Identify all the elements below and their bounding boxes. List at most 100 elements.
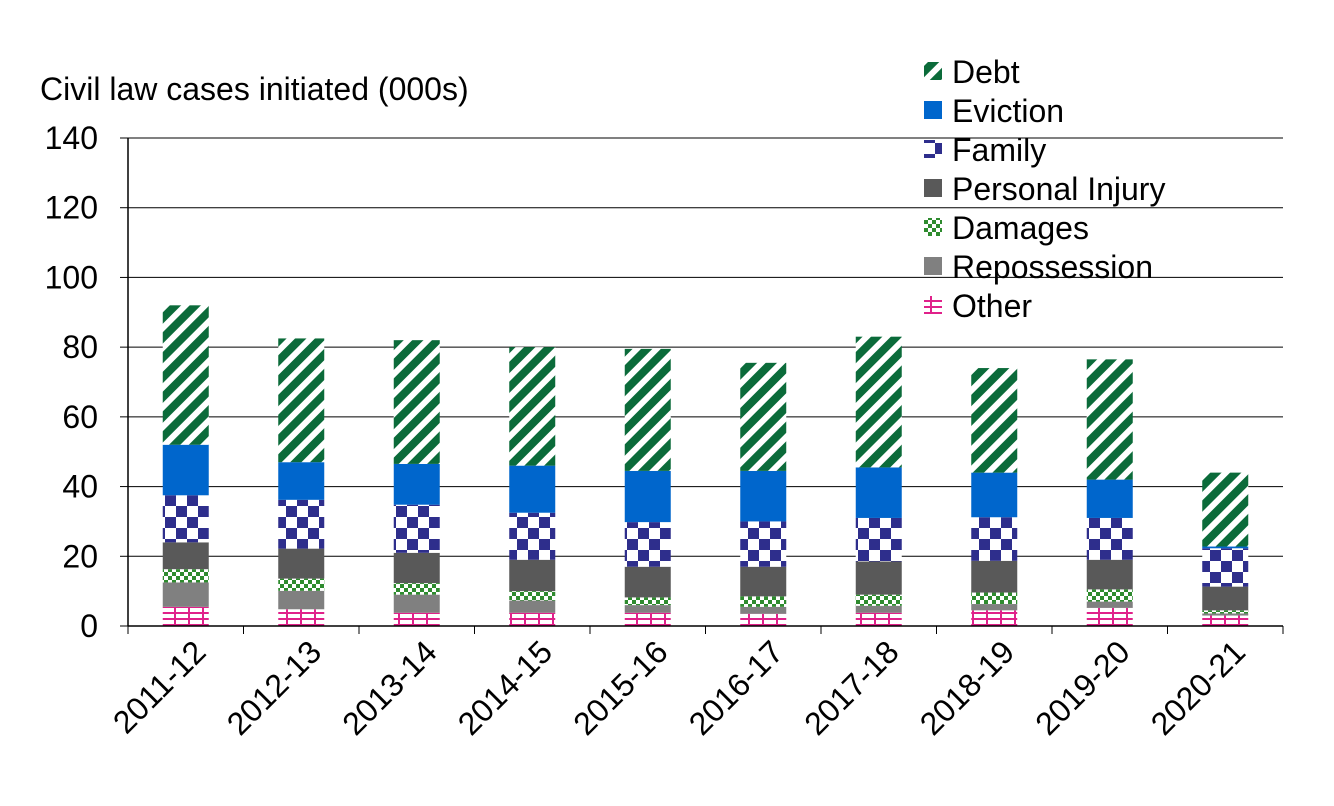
y-axis-title: Civil law cases initiated (000s) — [40, 71, 469, 107]
bar-repossession — [971, 604, 1018, 611]
bar-eviction — [1086, 479, 1133, 518]
bar-damages — [1086, 589, 1133, 602]
bar-debt — [278, 338, 325, 463]
x-tick-label: 2012-13 — [220, 633, 328, 741]
legend-label-family: Family — [952, 132, 1046, 168]
bar-family — [855, 517, 902, 562]
bar-damages — [278, 578, 325, 591]
y-tick-label: 60 — [62, 399, 98, 435]
bar-debt — [740, 362, 787, 471]
x-tick-label: 2018-19 — [913, 633, 1021, 741]
bar-debt — [162, 305, 209, 445]
y-axis-ticks: 0 20 40 60 80 100 120 140 — [45, 120, 128, 644]
bar-debt — [1086, 359, 1133, 480]
x-tick-label: 2014-15 — [451, 633, 559, 741]
bar-damages — [624, 597, 671, 606]
bar-other — [1202, 615, 1249, 626]
bar-damages — [509, 591, 556, 601]
bar-debt — [624, 348, 671, 471]
bar-other — [162, 606, 209, 626]
bar-repossession — [162, 582, 209, 607]
bar-debt — [855, 336, 902, 468]
bar-other — [855, 612, 902, 626]
bar-personal-injury — [509, 559, 556, 592]
bar-personal-injury — [740, 566, 787, 597]
y-tick-label: 20 — [62, 538, 98, 574]
bar-other — [624, 612, 671, 626]
y-tick-label: 0 — [80, 608, 98, 644]
legend-label-damages: Damages — [952, 210, 1089, 246]
legend-swatch-family — [924, 140, 942, 158]
legend-label-other: Other — [952, 288, 1032, 324]
bar-damages — [393, 583, 440, 595]
x-axis-ticks: 2011-12 2012-13 2013-14 2014-15 2015-16 2016-… — [106, 626, 1284, 742]
bar-debt — [1202, 472, 1249, 547]
bar-family — [509, 512, 556, 560]
bar-family — [740, 521, 787, 567]
bar-eviction — [509, 465, 556, 513]
bar-damages — [740, 596, 787, 607]
x-tick-label: 2019-20 — [1028, 633, 1136, 741]
legend-swatch-damages — [924, 218, 942, 236]
legend-swatch-debt — [924, 62, 942, 80]
bar-damages — [855, 594, 902, 606]
bar-repossession — [1086, 601, 1133, 608]
bars — [162, 305, 1249, 626]
bar-eviction — [1202, 546, 1249, 549]
y-tick-label: 100 — [45, 259, 98, 295]
bar-eviction — [624, 470, 671, 523]
x-tick-label: 2017-18 — [797, 633, 905, 741]
bar-damages — [971, 592, 1018, 605]
y-tick-label: 80 — [62, 329, 98, 365]
x-tick-label: 2016-17 — [682, 633, 790, 741]
legend-swatch-eviction — [924, 101, 942, 119]
bar-family — [624, 522, 671, 567]
bar-damages — [162, 569, 209, 583]
bar-debt — [971, 368, 1018, 473]
bar-repossession — [1202, 613, 1249, 616]
bar-personal-injury — [162, 542, 209, 570]
bar-damages — [1202, 610, 1249, 614]
bar-personal-injury — [1202, 586, 1249, 611]
bar-eviction — [740, 470, 787, 522]
bar-other — [971, 610, 1018, 626]
legend-swatch-repossession — [924, 257, 942, 275]
bar-repossession — [740, 606, 787, 614]
bar-debt — [393, 340, 440, 464]
bar-repossession — [393, 594, 440, 613]
bar-family — [393, 504, 440, 553]
legend-swatch-other — [924, 296, 942, 314]
bar-debt — [509, 347, 556, 466]
legend-label-debt: Debt — [952, 54, 1020, 90]
bar-family — [1202, 548, 1249, 587]
y-tick-label: 140 — [45, 120, 98, 156]
y-tick-label: 40 — [62, 469, 98, 505]
bar-other — [740, 613, 787, 626]
bar-personal-injury — [855, 561, 902, 595]
bar-other — [393, 612, 440, 626]
bar-family — [278, 499, 325, 549]
bar-eviction — [971, 472, 1018, 518]
bar-family — [1086, 517, 1133, 560]
bar-eviction — [278, 462, 325, 500]
x-tick-label: 2020-21 — [1144, 633, 1252, 741]
bar-family — [971, 517, 1018, 561]
bar-family — [162, 495, 209, 543]
bar-eviction — [855, 467, 902, 518]
bar-other — [278, 609, 325, 626]
bar-repossession — [509, 600, 556, 613]
legend-label-repossession: Repossession — [952, 249, 1153, 285]
bar-other — [1086, 607, 1133, 626]
bar-eviction — [162, 444, 209, 496]
bar-repossession — [855, 605, 902, 613]
x-tick-label: 2015-16 — [566, 633, 674, 741]
bar-eviction — [393, 463, 440, 505]
bar-repossession — [624, 605, 671, 613]
bar-other — [509, 612, 556, 626]
x-tick-label: 2013-14 — [335, 633, 443, 741]
bar-personal-injury — [624, 566, 671, 598]
bar-personal-injury — [1086, 559, 1133, 590]
bar-personal-injury — [971, 560, 1018, 593]
